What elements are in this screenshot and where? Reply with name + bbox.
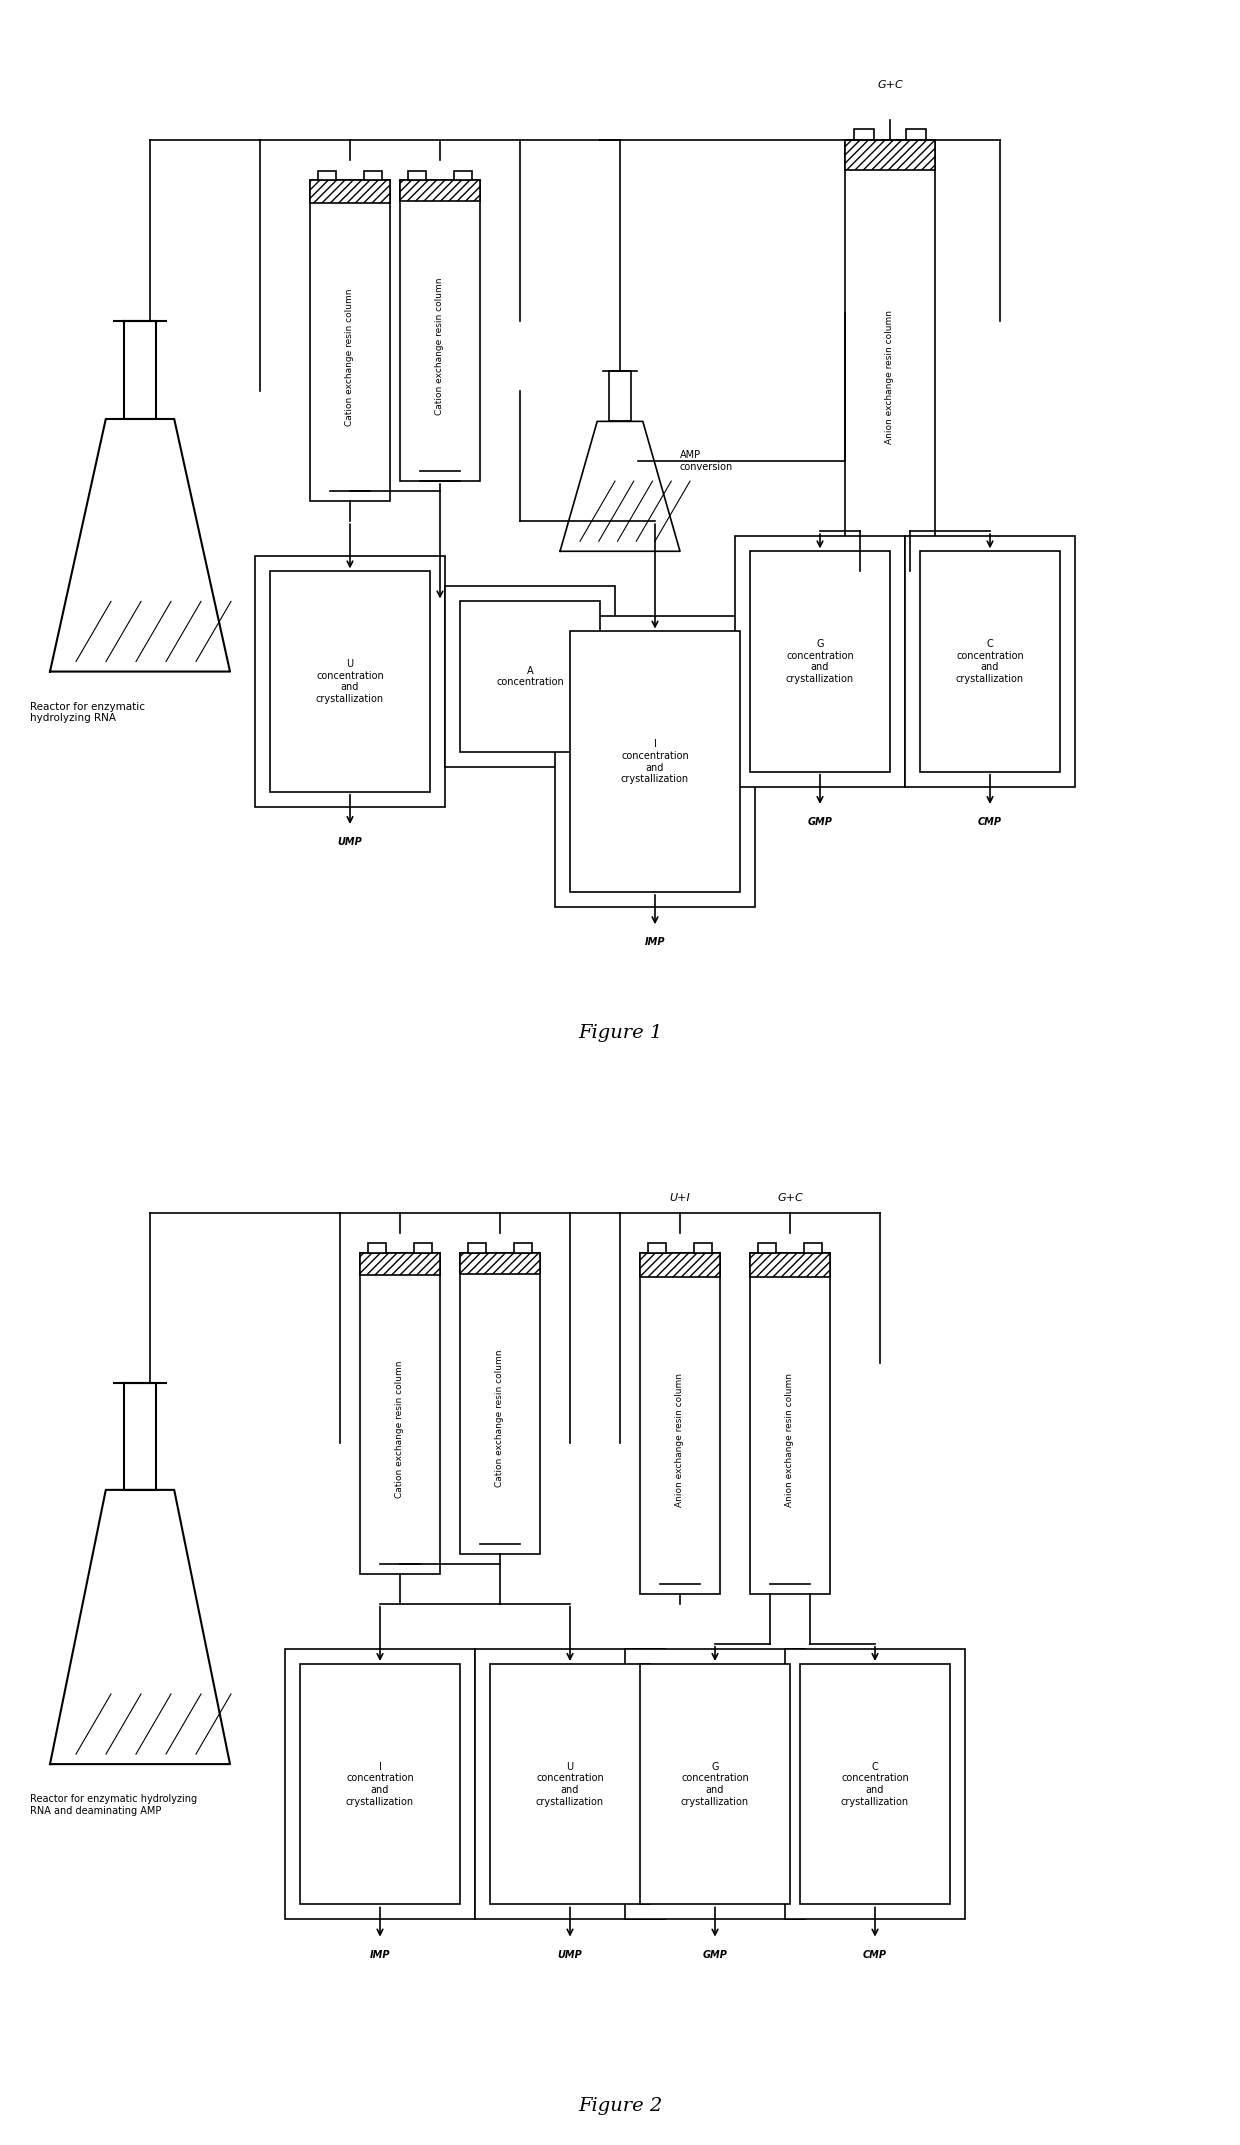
Bar [649,1244,666,1253]
Bar [640,1665,790,1905]
Text: C
concentration
and
crystallization: C concentration and crystallization [841,1761,909,1806]
Bar [460,1253,539,1274]
Text: Reactor for enzymatic hydrolyzing
RNA and deaminating AMP: Reactor for enzymatic hydrolyzing RNA an… [30,1793,197,1817]
Bar [570,631,740,892]
Polygon shape [50,418,229,671]
Text: Figure 2: Figure 2 [578,2098,662,2115]
Polygon shape [124,322,156,418]
Bar [360,1253,440,1574]
Text: G+C: G+C [777,1193,802,1203]
Bar [310,180,391,204]
Bar [800,1665,950,1905]
Bar [490,1665,650,1905]
Bar [854,129,874,139]
Bar [758,1244,775,1253]
Text: I
concentration
and
crystallization: I concentration and crystallization [621,740,689,785]
Text: A
concentration: A concentration [496,665,564,686]
Bar [255,556,445,807]
Bar [270,571,430,792]
Bar [785,1650,965,1920]
Text: Cation exchange resin column: Cation exchange resin column [396,1360,404,1497]
Text: AMP
conversion: AMP conversion [680,450,733,472]
Bar [694,1244,712,1253]
Bar [920,551,1060,772]
Text: Anion exchange resin column: Anion exchange resin column [885,311,894,444]
Bar [365,172,382,180]
Bar [300,1665,460,1905]
Bar [640,1253,720,1276]
Polygon shape [560,420,680,551]
Text: U
concentration
and
crystallization: U concentration and crystallization [536,1761,604,1806]
Bar [640,1253,720,1594]
Bar [556,616,755,907]
Bar [844,139,935,571]
Bar [360,1253,440,1276]
Bar [310,180,391,502]
Bar [460,601,600,751]
Text: CMP: CMP [863,1950,887,1961]
Text: Cation exchange resin column: Cation exchange resin column [346,287,355,425]
Text: GMP: GMP [703,1950,728,1961]
Text: Anion exchange resin column: Anion exchange resin column [785,1373,795,1508]
Bar [460,1253,539,1553]
Text: IMP: IMP [645,937,665,948]
Bar [368,1244,386,1253]
Text: I
concentration
and
crystallization: I concentration and crystallization [346,1761,414,1806]
Bar [454,172,472,180]
Text: C
concentration
and
crystallization: C concentration and crystallization [956,639,1024,684]
Bar [750,551,890,772]
Bar [445,586,615,766]
Polygon shape [124,1384,156,1491]
Bar [735,536,905,787]
Bar [317,172,336,180]
Bar [906,129,926,139]
Polygon shape [50,1491,229,1763]
Bar [905,536,1075,787]
Text: U
concentration
and
crystallization: U concentration and crystallization [316,659,384,704]
Text: Cation exchange resin column: Cation exchange resin column [496,1349,505,1486]
Text: Cation exchange resin column: Cation exchange resin column [435,277,444,414]
Bar [467,1244,486,1253]
Text: GMP: GMP [807,817,832,828]
Bar [750,1253,830,1594]
Text: U+I: U+I [670,1193,691,1203]
Text: IMP: IMP [370,1950,391,1961]
Polygon shape [609,371,631,420]
Text: G
concentration
and
crystallization: G concentration and crystallization [681,1761,749,1806]
Text: Figure 1: Figure 1 [578,1025,662,1042]
Text: UMP: UMP [337,837,362,847]
Bar [805,1244,822,1253]
Bar [414,1244,432,1253]
Text: G
concentration
and
crystallization: G concentration and crystallization [786,639,854,684]
Bar [285,1650,475,1920]
Bar [408,172,425,180]
Text: UMP: UMP [558,1950,583,1961]
Bar [750,1253,830,1276]
Bar [401,180,480,202]
Bar [515,1244,532,1253]
Bar [625,1650,805,1920]
Text: Anion exchange resin column: Anion exchange resin column [676,1373,684,1508]
Bar [475,1650,665,1920]
Text: G+C: G+C [877,79,903,90]
Text: Reactor for enzymatic
hydrolyzing RNA: Reactor for enzymatic hydrolyzing RNA [30,701,145,723]
Text: CMP: CMP [978,817,1002,828]
Bar [401,180,480,480]
Bar [844,139,935,169]
